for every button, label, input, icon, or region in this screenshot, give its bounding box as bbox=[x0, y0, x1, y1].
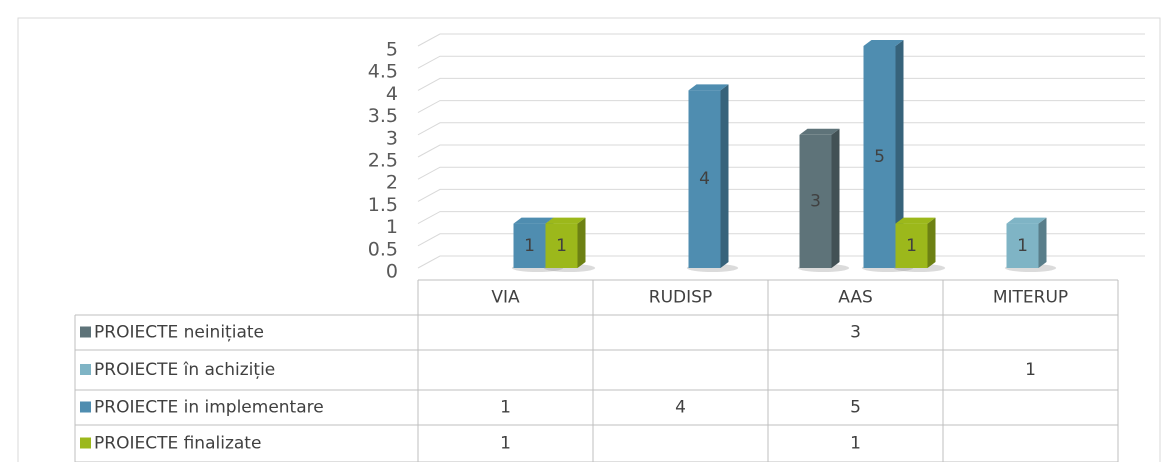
grid-line bbox=[417, 33, 1145, 47]
grid-line bbox=[417, 211, 1145, 225]
bar-side bbox=[1038, 217, 1047, 268]
bar-side bbox=[895, 40, 904, 268]
legend-swatch bbox=[80, 437, 91, 449]
data-label: 1 bbox=[556, 236, 567, 256]
y-tick-label: 3 bbox=[386, 127, 398, 149]
y-tick-label: 4 bbox=[386, 83, 398, 105]
bar bbox=[1006, 223, 1039, 268]
bar bbox=[863, 46, 896, 268]
y-tick-label: 0 bbox=[386, 261, 398, 283]
bar-side bbox=[831, 128, 840, 268]
bar-side bbox=[720, 84, 729, 269]
bar bbox=[545, 223, 578, 268]
x-tick-label: MITERUP bbox=[993, 288, 1068, 308]
bar-side bbox=[927, 217, 936, 268]
chart-frame bbox=[17, 17, 1161, 466]
legend-label: PROIECTE in implementare bbox=[94, 398, 324, 418]
bar-top bbox=[1006, 217, 1047, 224]
table-value: 4 bbox=[675, 398, 686, 418]
grid-line bbox=[417, 122, 1145, 136]
data-label: 1 bbox=[906, 236, 917, 256]
table-value: 1 bbox=[850, 434, 861, 454]
legend-swatch bbox=[80, 326, 91, 338]
bar-top bbox=[545, 217, 586, 224]
grid-line bbox=[417, 55, 1145, 69]
legend-label: PROIECTE finalizate bbox=[94, 434, 261, 454]
x-tick-label: AAS bbox=[838, 288, 873, 308]
y-tick-label: 3.5 bbox=[368, 105, 398, 127]
table-value: 1 bbox=[1025, 360, 1036, 380]
table-value: 5 bbox=[850, 398, 861, 418]
data-label: 4 bbox=[699, 169, 710, 189]
table-value: 1 bbox=[500, 398, 511, 418]
y-tick-label: 1.5 bbox=[368, 194, 398, 216]
x-tick-label: RUDISP bbox=[649, 288, 712, 308]
grid-line bbox=[417, 77, 1145, 91]
y-tick-label: 2.5 bbox=[368, 150, 398, 172]
y-tick-label: 1 bbox=[386, 216, 398, 238]
bar-side bbox=[577, 217, 586, 268]
grid-line bbox=[417, 166, 1145, 180]
y-tick-label: 5 bbox=[386, 39, 398, 61]
grid-line bbox=[417, 100, 1145, 114]
grid-line bbox=[417, 144, 1145, 158]
bar-top bbox=[895, 217, 936, 224]
bar bbox=[688, 90, 721, 269]
table-value: 1 bbox=[500, 434, 511, 454]
data-label: 1 bbox=[1017, 236, 1028, 256]
bar-top bbox=[513, 217, 554, 224]
y-tick-label: 0.5 bbox=[368, 238, 398, 260]
data-label: 1 bbox=[524, 236, 535, 256]
bar bbox=[895, 223, 928, 268]
legend-label: PROIECTE în achiziție bbox=[94, 360, 275, 380]
legend-label: PROIECTE neinițiate bbox=[94, 323, 264, 343]
x-tick-label: VIA bbox=[491, 288, 520, 308]
bar bbox=[799, 134, 832, 268]
y-tick-label: 2 bbox=[386, 172, 398, 194]
bar bbox=[513, 223, 546, 268]
bar-top bbox=[863, 40, 904, 46]
data-label: 3 bbox=[810, 191, 821, 211]
bar-top bbox=[799, 128, 840, 135]
data-label: 5 bbox=[874, 147, 885, 167]
grid-line bbox=[417, 188, 1145, 202]
legend-swatch bbox=[80, 364, 91, 375]
bar-top bbox=[688, 84, 729, 91]
table-value: 3 bbox=[850, 323, 861, 343]
legend-swatch bbox=[80, 401, 91, 413]
y-tick-label: 4.5 bbox=[368, 61, 398, 83]
